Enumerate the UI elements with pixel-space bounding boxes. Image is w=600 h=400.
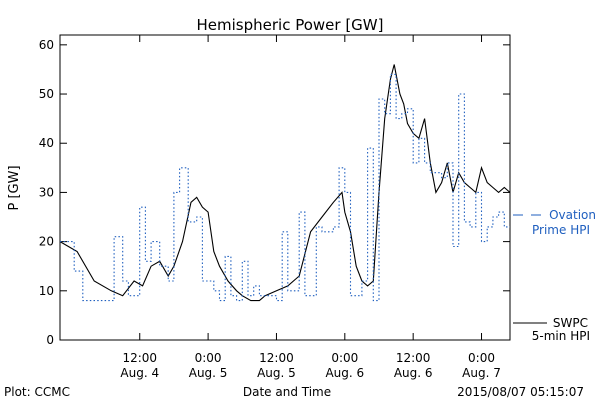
legend-ovation-label-1: Ovation <box>549 208 596 222</box>
x-tick-label-time: 12:00 <box>122 351 157 365</box>
y-tick-label: 0 <box>46 333 54 347</box>
x-tick-label-date: Aug. 5 <box>189 366 228 380</box>
series-swpc-line <box>59 64 511 302</box>
y-tick-label: 10 <box>39 284 54 298</box>
footer-timestamp: 2015/08/07 05:15:07 <box>457 385 584 399</box>
y-axis: 0 10 20 30 40 50 60 <box>39 38 510 347</box>
y-tick-label: 60 <box>39 38 54 52</box>
y-tick-label: 30 <box>39 185 54 199</box>
plot-frame <box>59 34 511 341</box>
legend-swpc-label-2: 5-min HPI <box>532 329 590 343</box>
x-tick-label-time: 12:00 <box>396 351 431 365</box>
x-tick-label-date: Aug. 6 <box>394 366 433 380</box>
x-tick-label-date: Aug. 5 <box>257 366 296 380</box>
series-ovation-prime-line <box>60 73 510 302</box>
chart-title: Hemispheric Power [GW] <box>197 16 384 34</box>
x-tick-label-time: 0:00 <box>195 351 222 365</box>
y-tick-label: 20 <box>39 235 54 249</box>
y-tick-label: 40 <box>39 136 54 150</box>
x-tick-label-time: 0:00 <box>331 351 358 365</box>
series-layer <box>59 64 511 302</box>
x-tick-label-date: Aug. 4 <box>120 366 159 380</box>
y-axis-label: P [GW] <box>7 165 22 210</box>
x-axis-label: Date and Time <box>243 385 331 399</box>
x-tick-label-time: 12:00 <box>259 351 294 365</box>
x-tick-label-time: 0:00 <box>468 351 495 365</box>
footer-source: Plot: CCMC <box>4 385 70 399</box>
legend-swpc-label-1: SWPC <box>553 316 588 330</box>
y-tick-label: 50 <box>39 87 54 101</box>
x-tick-label-date: Aug. 6 <box>325 366 364 380</box>
x-tick-label-date: Aug. 7 <box>462 366 501 380</box>
legend-ovation-label-2: Prime HPI <box>532 223 590 237</box>
